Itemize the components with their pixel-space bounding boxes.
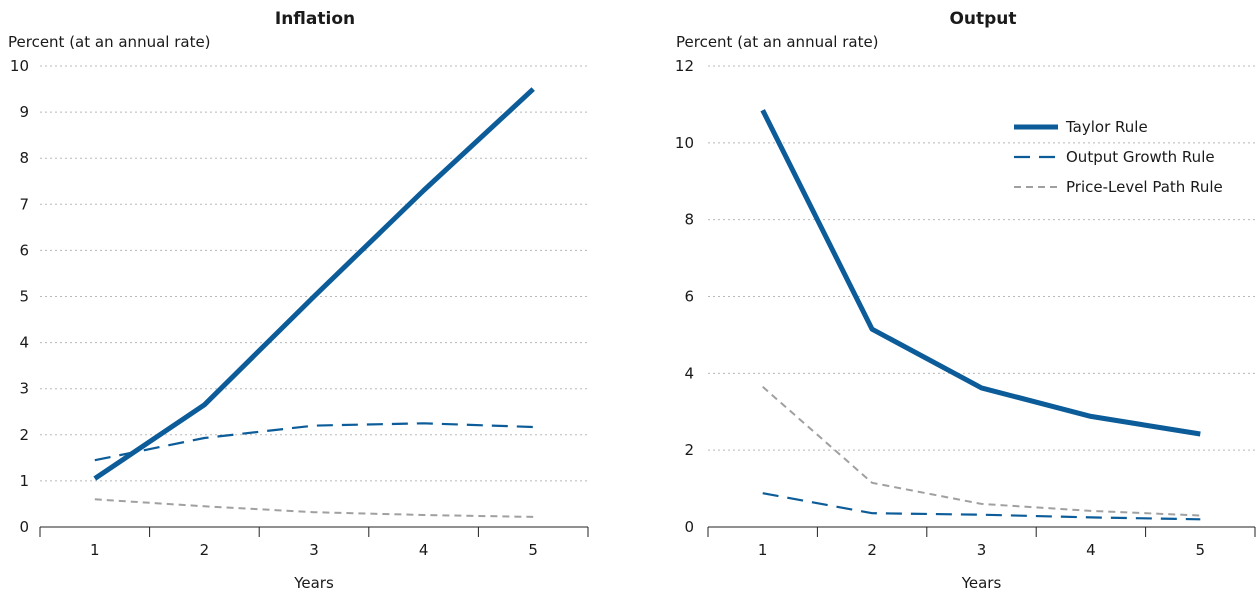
panel1-y-tick-label: 8	[19, 149, 29, 167]
panel2-series-price-level-path-rule-line	[762, 386, 1201, 517]
panel1-y-tick-label: 3	[19, 380, 29, 398]
panel2-x-tick-label: 2	[867, 541, 877, 559]
panel1-y-tick-label: 7	[19, 195, 29, 213]
panel2-x-tick-label: 3	[977, 541, 987, 559]
panel1-y-tick-label: 1	[19, 472, 29, 490]
panel1-x-tick-label: 5	[528, 541, 538, 559]
panel2-y-tick-label: 10	[675, 134, 694, 152]
panel1-x-axis-label: Years	[293, 574, 334, 592]
panel1-series-taylor-rule-line	[93, 87, 535, 481]
legend-label-price-level-path-rule: Price-Level Path Rule	[1066, 178, 1223, 196]
panel1-y-tick-label: 2	[19, 426, 29, 444]
panel1-y-tick-label: 9	[19, 103, 29, 121]
panel2-series-taylor-rule-line	[760, 109, 1201, 437]
panel1-y-tick-label: 5	[19, 288, 29, 306]
panel2-x-tick-label: 1	[758, 541, 768, 559]
panel1-y-tick-label: 6	[19, 241, 29, 259]
panel1-y-axis-label: Percent (at an annual rate)	[8, 33, 211, 51]
panel1-series-output-growth-rule-line	[94, 422, 534, 462]
panel2-y-tick-label: 0	[684, 518, 694, 536]
panel2-y-axis-label: Percent (at an annual rate)	[676, 33, 879, 51]
panel1-x-tick-label: 4	[419, 541, 429, 559]
panel1-y-tick-label: 4	[19, 334, 29, 352]
panel1-x-tick-label: 1	[90, 541, 100, 559]
panel2-y-tick-label: 4	[684, 364, 694, 382]
legend-label-output-growth-rule: Output Growth Rule	[1066, 148, 1215, 166]
panel1-y-tick-label: 0	[19, 518, 29, 536]
panel2-series-output-growth-rule-line	[762, 492, 1201, 521]
panel2-x-tick-label: 4	[1086, 541, 1096, 559]
panel1-series-price-level-path-rule-line	[94, 498, 534, 518]
panel2-x-tick-label: 5	[1196, 541, 1206, 559]
panel1-x-tick-label: 3	[309, 541, 319, 559]
panel2-y-tick-label: 6	[684, 288, 694, 306]
panel1-x-tick-label: 2	[200, 541, 210, 559]
panel2-title: Output	[949, 9, 1016, 29]
panel1-y-tick-label: 10	[10, 57, 29, 75]
panel2-y-tick-label: 12	[675, 57, 694, 75]
panel1-title: Inflation	[275, 9, 355, 29]
panel2-x-axis-label: Years	[961, 574, 1002, 592]
panel2-y-tick-label: 2	[684, 441, 694, 459]
legend-label-taylor-rule: Taylor Rule	[1065, 118, 1148, 136]
panel2-y-tick-label: 8	[684, 211, 694, 229]
